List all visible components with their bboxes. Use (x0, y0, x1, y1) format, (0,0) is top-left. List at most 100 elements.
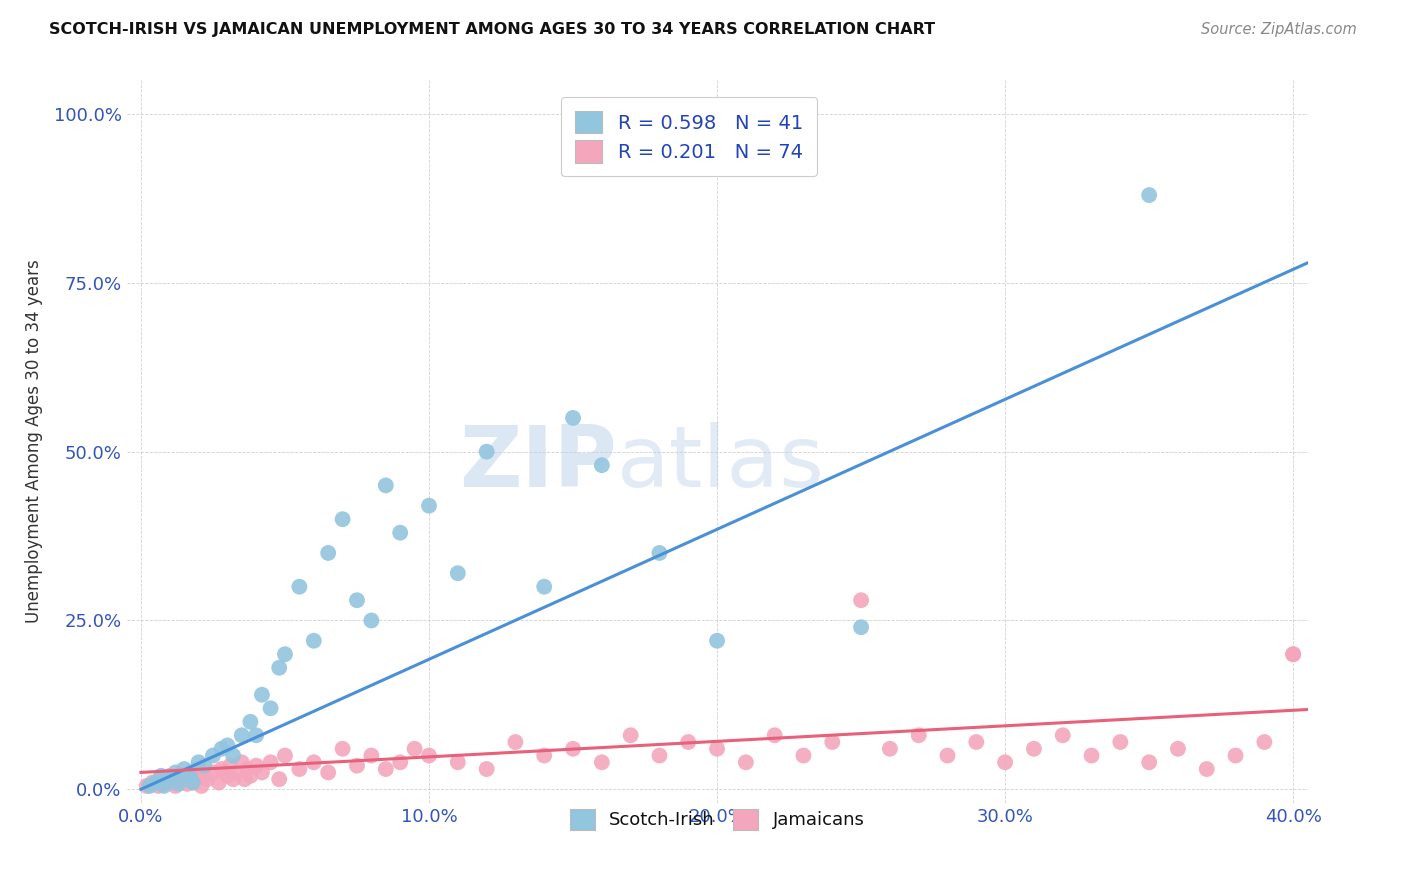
Point (176, 777, 198, 791)
Point (143, 775, 166, 789)
Point (907, 728, 929, 742)
Point (190, 779, 212, 793)
Point (936, 748, 959, 763)
Point (706, 633, 728, 648)
Point (447, 566, 470, 581)
Text: Source: ZipAtlas.com: Source: ZipAtlas.com (1201, 22, 1357, 37)
Point (288, 762, 311, 776)
Point (1167, 741, 1189, 756)
Point (239, 769, 262, 783)
Point (533, 748, 555, 763)
Point (591, 458, 613, 472)
Point (404, 741, 426, 756)
Point (138, 779, 160, 793)
Point (288, 580, 311, 594)
Point (219, 758, 242, 772)
Point (418, 499, 440, 513)
Point (302, 633, 325, 648)
Point (217, 769, 239, 783)
Point (734, 756, 756, 770)
Point (153, 777, 176, 791)
Point (231, 756, 253, 770)
Point (162, 775, 184, 789)
Point (562, 411, 585, 425)
Point (148, 779, 170, 793)
Point (167, 777, 190, 791)
Point (1225, 748, 1247, 763)
Point (475, 444, 498, 458)
Point (165, 765, 187, 780)
Point (274, 748, 297, 763)
Point (236, 762, 259, 776)
Point (259, 756, 281, 770)
Text: ZIP: ZIP (458, 422, 617, 505)
Point (201, 765, 224, 780)
Point (201, 748, 224, 763)
Point (179, 765, 201, 780)
Point (533, 580, 555, 594)
Point (316, 765, 339, 780)
Point (250, 765, 273, 780)
Point (849, 620, 872, 634)
Point (141, 775, 163, 789)
Point (173, 769, 195, 783)
Point (150, 769, 173, 783)
Text: atlas: atlas (617, 422, 825, 505)
Point (181, 775, 204, 789)
Point (374, 478, 396, 492)
Point (374, 762, 396, 776)
Point (1195, 762, 1218, 776)
Point (389, 756, 412, 770)
Point (1137, 188, 1160, 202)
Point (211, 741, 233, 756)
Point (165, 779, 187, 793)
Point (648, 748, 671, 763)
Point (360, 748, 382, 763)
Point (173, 762, 195, 776)
Point (763, 728, 786, 742)
Point (792, 748, 814, 763)
Point (346, 593, 368, 607)
Point (245, 728, 267, 742)
Point (274, 647, 297, 661)
Point (167, 772, 190, 787)
Point (678, 735, 700, 749)
Point (316, 546, 339, 560)
Y-axis label: Unemployment Among Ages 30 to 34 years: Unemployment Among Ages 30 to 34 years (24, 260, 42, 624)
Point (620, 728, 643, 742)
Point (418, 748, 440, 763)
Point (269, 661, 291, 675)
Point (447, 756, 470, 770)
Point (1137, 756, 1160, 770)
Point (1022, 741, 1045, 756)
Point (994, 756, 1017, 770)
Point (1052, 728, 1074, 742)
Point (193, 758, 215, 772)
Point (648, 546, 671, 560)
Point (153, 779, 176, 793)
Point (505, 735, 527, 749)
Point (346, 758, 368, 772)
Point (1109, 735, 1132, 749)
Point (965, 735, 987, 749)
Point (217, 739, 239, 753)
Point (475, 762, 498, 776)
Point (187, 762, 209, 776)
Point (360, 614, 382, 628)
Point (1080, 748, 1102, 763)
Point (706, 741, 728, 756)
Point (332, 512, 354, 526)
Point (302, 756, 325, 770)
Point (849, 593, 872, 607)
Point (562, 741, 585, 756)
Point (195, 772, 218, 787)
Point (233, 772, 256, 787)
Point (879, 741, 901, 756)
Point (239, 714, 262, 729)
Point (135, 779, 157, 793)
Point (208, 775, 231, 789)
Point (159, 769, 181, 783)
Point (389, 525, 412, 540)
Point (231, 728, 253, 742)
Point (181, 775, 204, 789)
